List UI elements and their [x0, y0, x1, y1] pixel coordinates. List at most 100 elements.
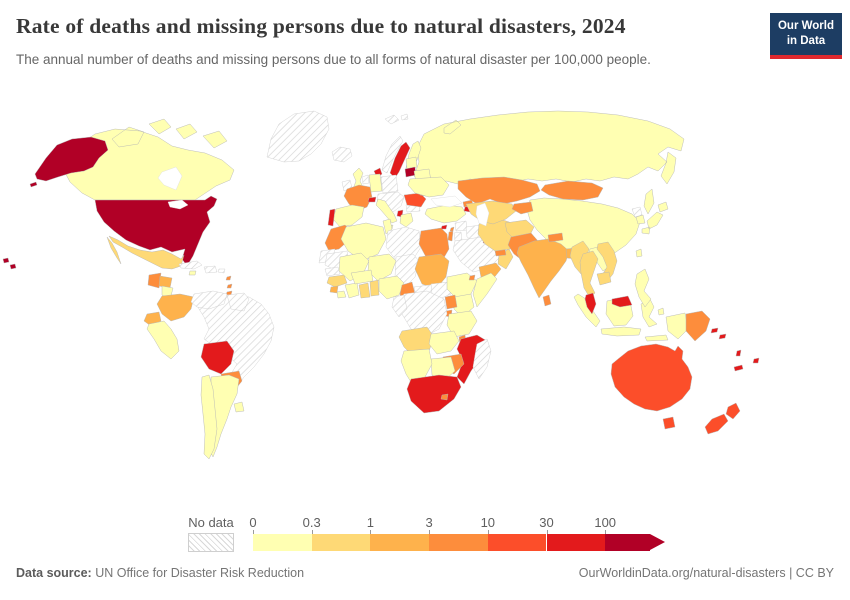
owid-logo-line1: Our World — [777, 20, 834, 32]
country-jamaica[interactable] — [188, 270, 197, 276]
country-cambodia[interactable] — [596, 271, 612, 286]
country-spain[interactable] — [332, 204, 365, 228]
country-australia[interactable] — [610, 343, 693, 430]
country-yemen[interactable] — [478, 262, 502, 280]
country-honduras[interactable] — [158, 275, 173, 289]
country-north-korea[interactable] — [631, 206, 643, 218]
country-ivory-coast[interactable] — [344, 282, 360, 299]
country-new-caledonia[interactable] — [733, 364, 744, 372]
country-libya[interactable] — [385, 226, 422, 262]
legend-color-segment[interactable] — [370, 534, 430, 551]
country-guinea[interactable] — [326, 274, 348, 288]
country-iceland[interactable] — [331, 146, 353, 163]
country-portugal[interactable] — [327, 208, 336, 227]
country-tanzania[interactable] — [446, 310, 478, 338]
country-somalia[interactable] — [472, 272, 498, 308]
country-canada[interactable] — [61, 118, 235, 201]
country-liberia[interactable] — [336, 290, 347, 299]
country-benelux[interactable] — [361, 174, 370, 185]
country-hispaniola[interactable] — [203, 265, 218, 274]
country-bolivia[interactable] — [200, 340, 235, 375]
country-france[interactable] — [343, 184, 373, 212]
country-turkey[interactable] — [424, 204, 467, 224]
country-djibouti[interactable] — [468, 274, 476, 281]
country-lesotho[interactable] — [440, 393, 449, 401]
country-norway[interactable] — [381, 135, 404, 174]
footer-credit[interactable]: OurWorldinData.org/natural-disasters | C… — [578, 566, 834, 580]
country-papua-new-guinea[interactable] — [685, 310, 711, 342]
country-ukraine[interactable] — [407, 176, 450, 198]
country-egypt[interactable] — [418, 227, 450, 262]
country-indonesia[interactable] — [573, 293, 689, 342]
country-cyprus[interactable] — [440, 224, 448, 230]
country-thailand[interactable] — [579, 250, 599, 299]
country-south-africa[interactable] — [406, 374, 462, 414]
country-burkina-faso[interactable] — [350, 269, 374, 285]
country-israel[interactable] — [447, 230, 454, 242]
country-jordan[interactable] — [453, 231, 463, 242]
country-sri-lanka[interactable] — [542, 294, 552, 307]
country-greenland[interactable] — [266, 110, 330, 163]
country-zambia[interactable] — [428, 330, 460, 355]
country-russia[interactable] — [413, 110, 685, 215]
no-data-swatch[interactable] — [188, 533, 234, 552]
country-colombia[interactable] — [156, 293, 195, 322]
country-kyrgyzstan-tajikistan[interactable] — [511, 201, 534, 215]
country-uruguay[interactable] — [233, 401, 245, 413]
country-guatemala[interactable] — [147, 272, 162, 289]
country-taiwan[interactable] — [635, 248, 643, 258]
country-senegal[interactable] — [324, 266, 341, 277]
country-fiji[interactable] — [752, 357, 760, 364]
country-greece[interactable] — [399, 212, 414, 228]
country-japan[interactable] — [641, 201, 669, 235]
country-algeria[interactable] — [340, 222, 387, 262]
country-nigeria[interactable] — [378, 275, 405, 300]
country-south-korea[interactable] — [635, 214, 646, 225]
country-venezuela[interactable] — [190, 290, 228, 310]
country-gabon-congo[interactable] — [391, 294, 408, 318]
legend-color-segment[interactable] — [253, 534, 312, 551]
legend-color-segment[interactable] — [487, 534, 547, 551]
country-ghana[interactable] — [358, 282, 371, 299]
country-guyanas[interactable] — [226, 292, 250, 312]
country-estonia-latvia[interactable] — [405, 156, 418, 170]
country-germany[interactable] — [368, 173, 383, 193]
legend-no-data: No data — [188, 515, 234, 552]
country-mexico[interactable] — [106, 235, 185, 270]
country-usa[interactable] — [2, 136, 218, 270]
country-chile[interactable] — [200, 374, 218, 460]
country-puerto-rico[interactable] — [217, 268, 226, 274]
country-cuba[interactable] — [178, 260, 203, 270]
legend-color-segment[interactable] — [311, 534, 371, 551]
page-subtitle: The annual number of deaths and missing … — [16, 52, 651, 67]
country-malaysia[interactable] — [584, 292, 633, 315]
country-switzerland[interactable] — [367, 196, 377, 203]
country-turkmenistan-uzbekistan[interactable] — [465, 200, 517, 225]
legend-color-segment[interactable] — [429, 534, 488, 551]
legend-color-segment[interactable] — [546, 534, 606, 551]
country-kazakhstan[interactable] — [457, 176, 541, 205]
country-tunisia[interactable] — [382, 218, 393, 235]
country-uganda[interactable] — [444, 294, 458, 310]
country-vietnam[interactable] — [596, 241, 618, 285]
country-syria[interactable] — [454, 220, 468, 232]
country-peru[interactable] — [146, 320, 180, 360]
country-solomon-islands[interactable] — [710, 327, 727, 340]
country-new-zealand[interactable] — [704, 402, 741, 435]
country-mongolia[interactable] — [540, 180, 604, 201]
country-togo-benin[interactable] — [369, 279, 380, 297]
country-philippines[interactable] — [634, 268, 652, 308]
country-lebanon[interactable] — [449, 226, 455, 232]
legend-color-segment[interactable] — [605, 534, 651, 551]
country-madagascar[interactable] — [472, 338, 492, 380]
legend-no-data-label: No data — [188, 515, 234, 530]
country-poland[interactable] — [380, 174, 399, 194]
country-nepal[interactable] — [547, 232, 564, 243]
country-vanuatu[interactable] — [735, 349, 742, 357]
country-svalbard[interactable] — [384, 113, 409, 125]
country-lesser-antilles[interactable] — [225, 275, 233, 296]
legend-tick-30: 30 — [539, 515, 554, 530]
country-south-sudan[interactable] — [430, 281, 452, 300]
country-india[interactable] — [516, 238, 570, 299]
owid-logo[interactable]: Our World in Data — [770, 13, 842, 59]
